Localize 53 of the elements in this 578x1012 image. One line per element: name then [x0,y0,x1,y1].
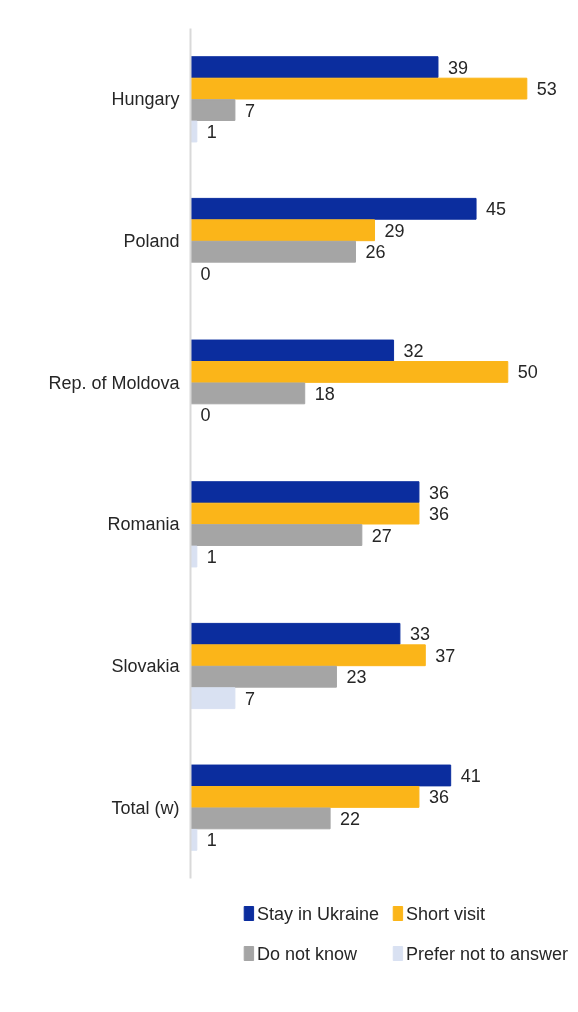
bar [190,502,420,525]
data-label: 1 [206,122,217,143]
data-label: 7 [244,688,255,709]
y-tick-label: Poland [123,231,180,251]
bar [190,687,236,710]
bar [190,56,439,79]
data-label: 37 [435,645,456,666]
bar [190,644,426,667]
bar [190,99,236,121]
legend-label: Stay in Ukraine [256,903,380,924]
data-label: 18 [314,383,335,404]
bar [190,382,306,405]
y-tick-label: Slovakia [111,656,181,676]
data-label: 1 [206,547,217,568]
bar [190,622,401,645]
data-label: 7 [244,100,255,121]
data-label: 22 [340,808,361,829]
bar [190,77,528,100]
data-label: 36 [428,504,449,525]
bar [190,807,331,830]
data-label: 1 [206,830,217,851]
data-label: 0 [200,405,211,426]
bar [190,219,376,242]
legend-label: Short visit [405,903,486,924]
legend-label: Do not know [256,943,359,964]
bar [190,361,509,383]
y-tick-label: Total (w) [111,797,180,818]
data-label: 26 [365,242,386,263]
data-label: 36 [428,787,449,808]
data-label: 29 [384,220,405,241]
data-label: 0 [200,263,211,284]
y-tick-label: Romania [107,514,181,535]
bar [190,786,420,808]
bar [190,481,420,504]
data-label: 23 [346,667,367,688]
data-label: 41 [460,765,481,786]
bar [190,764,452,787]
bar [190,197,477,220]
legend-label: Prefer not to answer [405,943,569,964]
data-label: 32 [403,340,424,361]
bar [190,339,395,362]
bar [190,665,337,688]
bar [190,240,356,263]
data-label: 45 [486,199,507,220]
y-tick-label: Rep. of Moldova [48,372,181,393]
data-label: 36 [428,482,449,503]
data-label: 27 [371,525,392,546]
data-label: 50 [517,362,538,383]
data-label: 53 [536,79,557,100]
data-label: 33 [409,624,430,645]
data-label: 39 [447,57,469,78]
y-tick-label: Hungary [111,89,180,110]
bar [190,524,363,546]
